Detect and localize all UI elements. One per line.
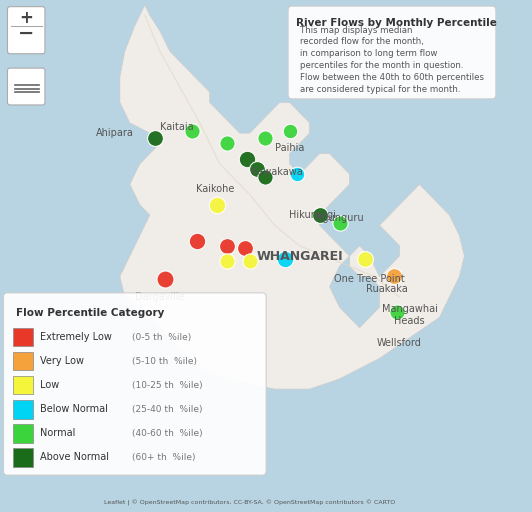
Point bbox=[335, 219, 344, 227]
Text: Kaikohe: Kaikohe bbox=[196, 184, 234, 195]
Text: (25-40 th  %ile): (25-40 th %ile) bbox=[132, 405, 203, 414]
Text: +: + bbox=[20, 9, 34, 27]
Point bbox=[161, 275, 169, 283]
FancyBboxPatch shape bbox=[13, 352, 34, 371]
FancyBboxPatch shape bbox=[13, 400, 34, 418]
Point bbox=[223, 257, 231, 265]
FancyBboxPatch shape bbox=[13, 328, 34, 346]
Text: Kawakawa: Kawakawa bbox=[251, 166, 303, 177]
Text: Flow Percentile Category: Flow Percentile Category bbox=[16, 308, 165, 318]
Point bbox=[393, 308, 401, 316]
Text: Ahipara: Ahipara bbox=[96, 128, 134, 138]
Text: River Flows by Monthly Percentile: River Flows by Monthly Percentile bbox=[296, 18, 496, 29]
Point bbox=[240, 244, 249, 252]
Point bbox=[245, 257, 254, 265]
Text: This map displays median
recorded flow for the month,
in comparison to long term: This map displays median recorded flow f… bbox=[300, 26, 484, 94]
Point bbox=[360, 254, 369, 263]
Text: Hikurangi: Hikurangi bbox=[289, 210, 336, 220]
Text: (5-10 th  %ile): (5-10 th %ile) bbox=[132, 357, 197, 366]
Point bbox=[293, 170, 301, 178]
FancyBboxPatch shape bbox=[13, 424, 34, 442]
Text: Mangawhai
Heads: Mangawhai Heads bbox=[381, 304, 437, 326]
Point bbox=[280, 254, 289, 263]
Text: Very Low: Very Low bbox=[40, 356, 84, 366]
Text: (60+ th  %ile): (60+ th %ile) bbox=[132, 453, 196, 462]
FancyBboxPatch shape bbox=[7, 68, 45, 105]
Point bbox=[223, 139, 231, 147]
Point bbox=[223, 242, 231, 250]
Point bbox=[285, 126, 294, 135]
Point bbox=[260, 134, 269, 142]
Text: Above Normal: Above Normal bbox=[40, 453, 109, 462]
FancyBboxPatch shape bbox=[7, 7, 45, 54]
Text: Paihia: Paihia bbox=[275, 143, 304, 154]
FancyBboxPatch shape bbox=[13, 376, 34, 394]
Text: Leaflet | © OpenStreetMap contributors, CC-BY-SA, © OpenStreetMap contributors ©: Leaflet | © OpenStreetMap contributors, … bbox=[104, 500, 395, 506]
Text: (0-5 th  %ile): (0-5 th %ile) bbox=[132, 333, 192, 342]
Point bbox=[253, 165, 261, 173]
Text: One Tree Point: One Tree Point bbox=[334, 274, 405, 284]
Point bbox=[151, 134, 159, 142]
Point bbox=[260, 173, 269, 181]
Text: Below Normal: Below Normal bbox=[40, 404, 108, 414]
Point bbox=[390, 272, 399, 281]
FancyBboxPatch shape bbox=[13, 449, 34, 467]
Point bbox=[193, 237, 202, 245]
FancyBboxPatch shape bbox=[4, 293, 266, 475]
Point bbox=[213, 201, 221, 209]
Text: Low: Low bbox=[40, 380, 59, 390]
Text: Normal: Normal bbox=[40, 429, 76, 438]
Text: Extremely Low: Extremely Low bbox=[40, 332, 112, 342]
Polygon shape bbox=[120, 5, 464, 389]
Text: Ngunguru: Ngunguru bbox=[315, 212, 364, 223]
FancyBboxPatch shape bbox=[288, 6, 496, 99]
Point bbox=[315, 211, 324, 219]
Text: −: − bbox=[18, 24, 35, 43]
Text: WHANGAREI: WHANGAREI bbox=[256, 249, 343, 263]
Text: Kaitaia: Kaitaia bbox=[161, 122, 194, 132]
Text: Dargaville: Dargaville bbox=[135, 292, 185, 302]
Text: Ruakaka: Ruakaka bbox=[366, 284, 408, 294]
Point bbox=[243, 155, 252, 163]
Text: (40-60 th  %ile): (40-60 th %ile) bbox=[132, 429, 203, 438]
Text: Wellsford: Wellsford bbox=[377, 338, 422, 348]
Point bbox=[188, 126, 196, 135]
Text: (10-25 th  %ile): (10-25 th %ile) bbox=[132, 381, 203, 390]
